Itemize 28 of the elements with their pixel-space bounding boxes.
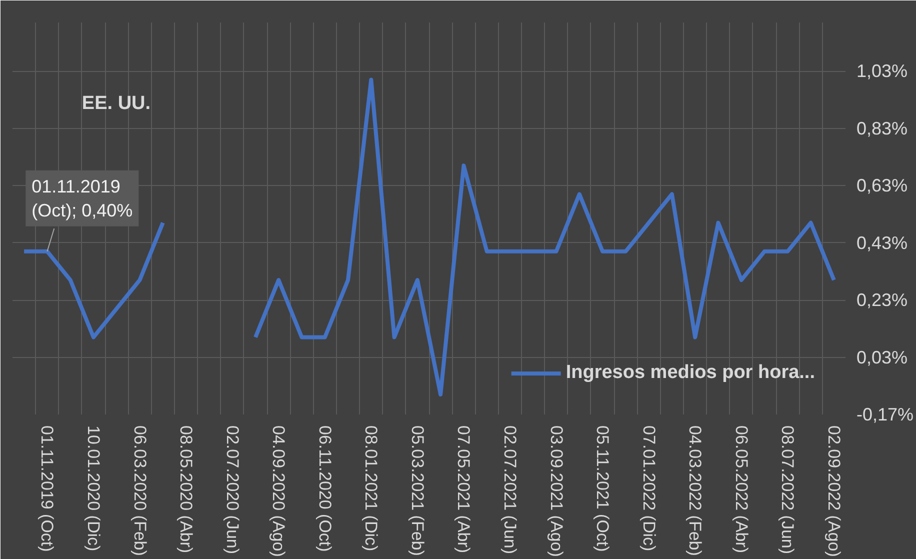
x-tick-label: 04.09.2020 (Ago) xyxy=(269,426,288,557)
x-tick-label: 06.05.2022 (Abr) xyxy=(732,426,751,554)
y-tick-label: 0,43% xyxy=(856,232,908,253)
x-tick-label: 02.07.2020 (Jun) xyxy=(222,426,242,554)
x-tick-label: 02.07.2021 (Jun) xyxy=(500,426,520,554)
y-tick-label: 0,63% xyxy=(856,176,908,196)
y-tick-label: 1,03% xyxy=(856,61,908,82)
x-tick-label: 02.09.2022 (Ago) xyxy=(824,426,844,557)
x-tick-label: 10.01.2020 (Dic) xyxy=(84,426,103,552)
y-tick-label: 0,83% xyxy=(856,118,908,138)
y-tick-label: -0,17% xyxy=(856,404,914,424)
x-tick-label: 07.05.2021 (Abr) xyxy=(454,426,474,554)
y-tick-label: 0,23% xyxy=(856,290,908,310)
x-tick-label: 03.09.2021 (Ago) xyxy=(546,426,566,557)
y-tick-label: 0,03% xyxy=(856,347,908,368)
x-tick-label: 07.01.2022 (Dic) xyxy=(639,426,658,552)
annotation: 01.11.2019 (Oct); 0,40% xyxy=(32,176,133,220)
x-tick-label: 08.05.2020 (Abr) xyxy=(176,426,196,554)
x-tick-label: 06.11.2020 (Oct) xyxy=(315,426,334,552)
x-tick-label: 04.03.2022 (Feb) xyxy=(686,426,705,556)
x-tick-label: 06.03.2020 (Feb) xyxy=(130,426,150,556)
x-tick-label: 08.07.2022 (Jun) xyxy=(778,426,798,554)
x-tick-label: 08.01.2021 (Dic) xyxy=(362,426,381,552)
x-tick-label: 05.03.2021 (Feb) xyxy=(408,426,427,556)
x-tick-label: 01.11.2019 (Oct) xyxy=(38,426,57,552)
legend-label: Ingresos medios por hora... xyxy=(566,362,815,384)
x-tick-label: 05.11.2021 (Oct) xyxy=(593,426,612,552)
text: EE. UU. xyxy=(82,93,151,114)
